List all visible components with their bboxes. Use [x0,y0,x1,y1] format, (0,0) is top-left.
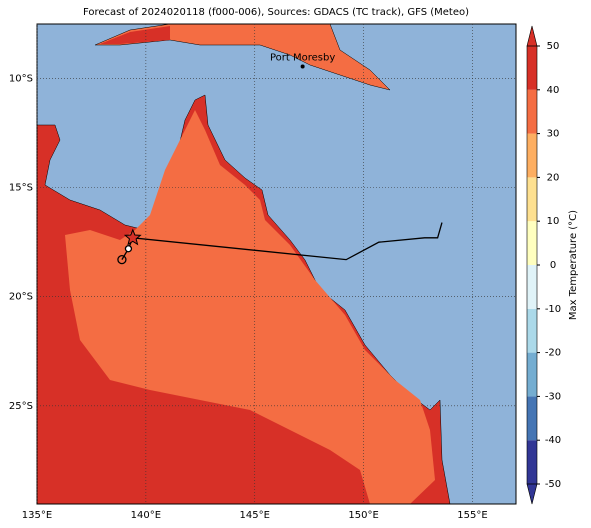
x-tick-label: 140°E [131,510,161,521]
map-area [37,24,516,504]
colorbar: -50 -40 -30 -20 -10 0 10 20 30 40 50 Max Temperatur… [526,25,579,505]
place-marker [300,64,305,69]
place-label: Port Moresby [270,53,335,64]
colorbar-bin [527,221,537,265]
y-tick-label: 10°S [9,74,33,85]
y-tick-label: 20°S [9,292,33,303]
colorbar-bin [527,265,537,309]
colorbar-bin [527,396,537,441]
colorbar-tick-label: -10 [545,304,561,315]
colorbar-bin [527,308,537,353]
colorbar-tick-label: 40 [547,85,560,96]
title: Forecast of 2024020118 (f000-006), Sourc… [83,7,469,18]
colorbar-tick-label: 10 [547,216,560,227]
x-tick-label: 150°E [348,510,378,521]
warm-region [65,110,435,504]
colorbar-tick-label: 20 [547,172,560,183]
colorbar-bin [527,440,537,484]
y-tick-label: 15°S [9,183,33,194]
colorbar-bin [527,352,537,397]
new-guinea-hot [100,26,170,44]
colorbar-bin [527,46,537,90]
colorbar-tick-label: -40 [545,435,561,446]
colorbar-tick-label: 50 [547,41,560,52]
x-tick-label: 155°E [457,510,487,521]
track-point [117,254,127,265]
x-tick-label: 145°E [240,510,270,521]
colorbar-extend-high [526,25,538,47]
colorbar-bin [527,177,537,222]
colorbar-bin [527,89,537,134]
colorbar-label: Max Temperature (°C) [568,210,579,320]
new-guinea [94,24,391,91]
y-tick-label: 25°S [9,401,33,412]
colorbar-tick-label: -20 [545,348,561,359]
storm-position [123,228,142,246]
track-point [124,245,133,253]
colorbar-tick-label: 30 [547,129,560,140]
x-tick-label: 135°E [22,510,52,521]
colorbar-extend-low [526,483,538,505]
colorbar-tick-label: -30 [545,391,561,402]
colorbar-bin [527,133,537,178]
colorbar-tick-label: 0 [550,260,556,271]
colorbar-tick-label: -50 [545,479,561,490]
